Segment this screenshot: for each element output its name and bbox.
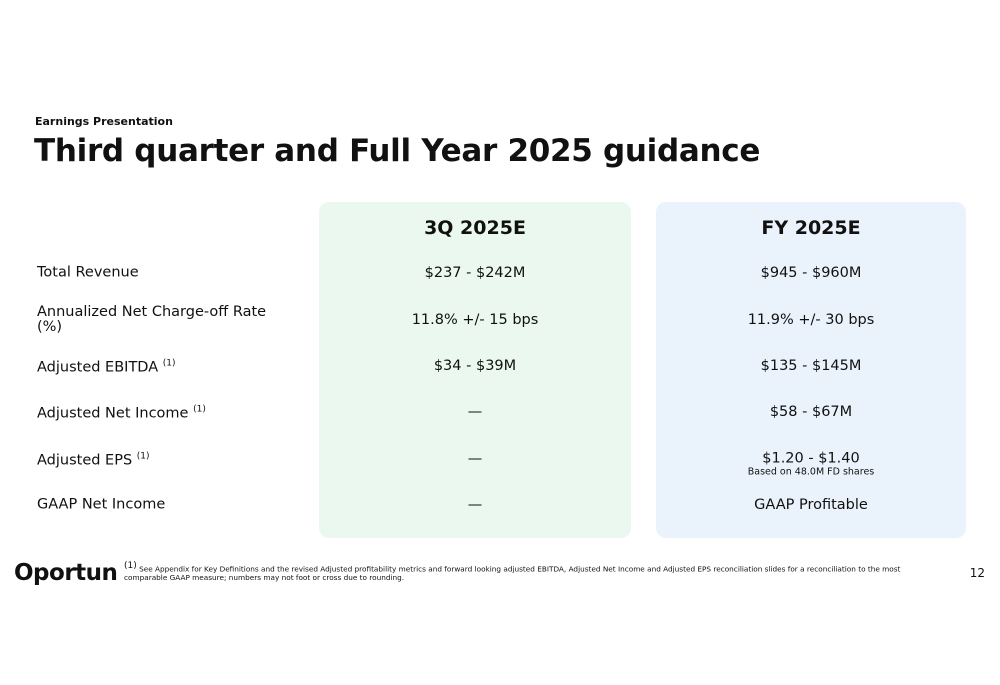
table-cell: $945 - $960M <box>761 265 862 281</box>
logo: Oportun <box>14 560 118 586</box>
table-cell: $34 - $39M <box>434 358 516 374</box>
eyebrow: Earnings Presentation <box>35 115 173 128</box>
row-label: Adjusted Net Income (1) <box>37 403 282 422</box>
cell-value: — <box>467 404 483 420</box>
column-header: FY 2025E <box>761 217 861 239</box>
cell-note: Based on 48.0M FD shares <box>747 466 875 478</box>
table-cell: GAAP Profitable <box>754 497 868 513</box>
table-cell: 11.8% +/- 15 bps <box>412 312 539 328</box>
table-cell: $237 - $242M <box>425 265 526 281</box>
table-cell: — <box>468 451 483 467</box>
footnote-marker: (1) <box>124 561 137 571</box>
column-panel <box>656 202 966 538</box>
row-label-text: Adjusted Net Income <box>37 405 189 422</box>
slide-title: Third quarter and Full Year 2025 guidanc… <box>34 133 761 169</box>
footnote: (1) See Appendix for Key Definitions and… <box>124 561 944 583</box>
table-cell: — <box>468 497 483 513</box>
cell-value: $237 - $242M <box>424 265 526 281</box>
table-cell: 11.9% +/- 30 bps <box>748 312 875 328</box>
cell-value: $1.20 - $1.40 <box>762 450 860 467</box>
cell-value: GAAP Profitable <box>754 497 868 513</box>
row-label: Adjusted EBITDA (1) <box>37 357 282 376</box>
row-label: Annualized Net Charge-off Rate (%) <box>37 305 282 335</box>
cell-value: $34 - $39M <box>433 358 517 374</box>
cell-value: $135 - $145M <box>760 358 862 374</box>
row-label: Total Revenue <box>37 264 282 281</box>
cell-value: 11.8% +/- 15 bps <box>411 312 539 328</box>
footnote-marker: (1) <box>193 404 206 415</box>
row-label: GAAP Net Income <box>37 496 282 513</box>
row-label-text: Annualized Net Charge-off Rate (%) <box>37 304 267 335</box>
row-label-text: GAAP Net Income <box>37 496 166 513</box>
column-panel <box>319 202 631 538</box>
row-label-text: Total Revenue <box>37 264 139 281</box>
column-header: 3Q 2025E <box>424 217 526 239</box>
cell-value: $58 - $67M <box>769 404 853 420</box>
row-label-text: Adjusted EPS <box>37 452 133 469</box>
footnote-text: See Appendix for Key Definitions and the… <box>124 564 901 583</box>
row-label: Adjusted EPS (1) <box>37 450 282 469</box>
table-cell: — <box>468 404 483 420</box>
cell-value: — <box>467 451 483 467</box>
table-cell: $1.20 - $1.40 Based on 48.0M FD shares <box>748 450 875 477</box>
table-cell: $135 - $145M <box>761 358 862 374</box>
table-cell: $58 - $67M <box>770 404 852 420</box>
footnote-marker: (1) <box>162 358 176 369</box>
cell-value: $945 - $960M <box>760 265 862 281</box>
page-number: 12 <box>969 566 985 580</box>
row-label-text: Adjusted EBITDA <box>37 359 159 376</box>
cell-value: 11.9% +/- 30 bps <box>747 312 875 328</box>
footnote-marker: (1) <box>136 451 150 462</box>
cell-value: — <box>467 497 483 513</box>
